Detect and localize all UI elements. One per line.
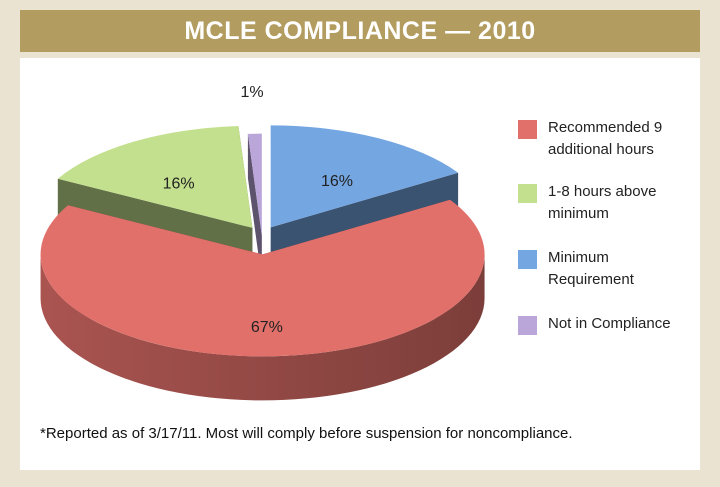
legend-label: 1-8 hours above minimum <box>548 183 657 222</box>
slice <box>270 125 459 228</box>
slice-wall <box>40 254 485 401</box>
data-label: 1% <box>241 84 264 101</box>
legend-key <box>518 316 537 335</box>
footnote: *Reported as of 3/17/11. Most will compl… <box>40 425 573 442</box>
legend-label: Recommended 9 additional hours <box>548 119 663 158</box>
legend-label: Minimum Requirement <box>548 249 634 288</box>
slice-side <box>247 133 262 280</box>
slice <box>57 126 253 228</box>
legend-key <box>518 184 537 203</box>
chart-title: MCLE COMPLIANCE — 2010 <box>20 10 700 52</box>
legend-key <box>518 120 537 139</box>
slice <box>40 199 485 357</box>
legend-key <box>518 250 537 269</box>
data-label: 67% <box>251 319 283 336</box>
legend-label: Not in Compliance <box>548 315 671 332</box>
data-label: 16% <box>163 176 195 193</box>
data-label: 16% <box>321 173 353 190</box>
slice <box>247 133 262 236</box>
